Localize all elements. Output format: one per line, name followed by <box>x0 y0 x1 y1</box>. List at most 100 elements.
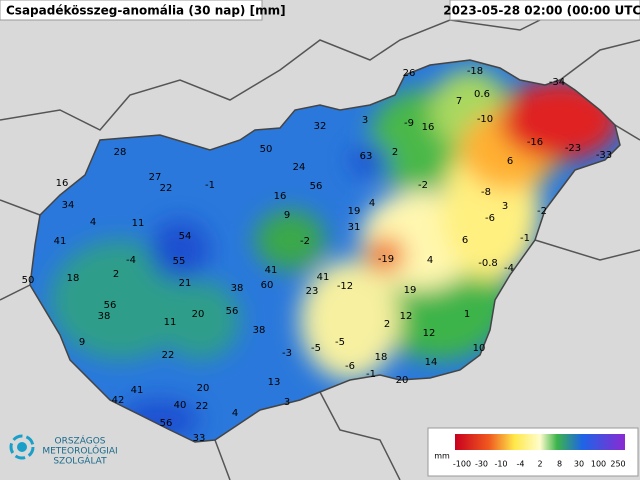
station-value: 50 <box>260 144 273 155</box>
legend-labels: -100 -30 -10 -4 2 8 30 100 250 <box>453 460 626 469</box>
legend-label: 250 <box>610 460 625 469</box>
station-value: 16 <box>56 178 69 189</box>
station-value: 28 <box>114 147 127 158</box>
station-value: 9 <box>79 337 85 348</box>
station-value: 2 <box>384 319 390 330</box>
station-value: -5 <box>311 343 321 354</box>
legend-label: 8 <box>557 460 562 469</box>
station-value: -4 <box>504 263 514 274</box>
station-value: 32 <box>314 121 327 132</box>
station-value: -19 <box>378 254 394 265</box>
station-value: 16 <box>274 191 287 202</box>
datetime: 2023-05-28 02:00 (00:00 UTC) <box>443 4 640 18</box>
station-value: 23 <box>306 286 319 297</box>
station-value: -2 <box>537 206 547 217</box>
station-value: 56 <box>104 300 117 311</box>
station-value: 42 <box>112 395 125 406</box>
station-value: -6 <box>345 361 355 372</box>
legend-label: -100 <box>453 460 471 469</box>
station-value: 55 <box>173 256 186 267</box>
station-value: 38 <box>253 325 266 336</box>
station-value: -1 <box>205 180 215 191</box>
station-value: 54 <box>179 231 192 242</box>
station-value: 56 <box>226 306 239 317</box>
station-value: 11 <box>132 218 145 229</box>
logo-line: ORSZÁGOS <box>55 435 106 447</box>
station-value: 12 <box>400 311 413 322</box>
station-value: 41 <box>54 236 67 247</box>
station-value: 20 <box>197 383 210 394</box>
station-value: -5 <box>335 337 345 348</box>
station-value: 38 <box>231 283 244 294</box>
station-value: 22 <box>160 183 173 194</box>
title-box <box>0 0 263 21</box>
legend-label: -30 <box>475 460 488 469</box>
station-value: 3 <box>284 397 290 408</box>
station-value: 0.6 <box>474 89 490 100</box>
legend-label: 100 <box>591 460 606 469</box>
station-value: 4 <box>369 198 375 209</box>
station-value: 40 <box>174 400 187 411</box>
station-value: 27 <box>149 172 162 183</box>
station-value: 24 <box>293 162 306 173</box>
station-value: 19 <box>348 206 361 217</box>
station-value: 3 <box>362 115 368 126</box>
station-value: 18 <box>67 273 80 284</box>
legend-label: -10 <box>494 460 507 469</box>
station-value: 3 <box>502 201 508 212</box>
station-value: 22 <box>162 350 175 361</box>
station-value: 6 <box>462 235 468 246</box>
station-value: 9 <box>284 210 290 221</box>
station-value: 19 <box>404 285 417 296</box>
station-value: 41 <box>265 265 278 276</box>
station-value: 4 <box>90 217 96 228</box>
station-value: 12 <box>423 328 436 339</box>
legend-label: 2 <box>537 460 542 469</box>
station-value: 41 <box>317 272 330 283</box>
station-value: 2 <box>113 269 119 280</box>
station-value: -2 <box>300 236 310 247</box>
station-value: 4 <box>232 408 238 419</box>
legend-label: -4 <box>517 460 525 469</box>
station-value: -1 <box>520 233 530 244</box>
station-value: 13 <box>268 377 281 388</box>
station-value: -6 <box>485 213 495 224</box>
logo-line: SZOLGÁLAT <box>53 455 107 467</box>
station-value: 20 <box>192 309 205 320</box>
station-value: -33 <box>596 150 612 161</box>
station-value: 60 <box>261 280 274 291</box>
station-value: 31 <box>348 222 361 233</box>
station-value: 1 <box>464 309 470 320</box>
station-value: -10 <box>477 114 493 125</box>
station-value: 33 <box>193 433 206 444</box>
station-value: -8 <box>481 187 491 198</box>
station-value: 56 <box>160 418 173 429</box>
station-value: 18 <box>375 352 388 363</box>
title: Csapadékösszeg-anomália (30 nap) [mm] <box>6 4 286 18</box>
station-value: 11 <box>164 317 177 328</box>
station-value: -3 <box>282 348 292 359</box>
station-value: -0.8 <box>478 258 498 269</box>
station-value: -16 <box>527 137 543 148</box>
station-value: 38 <box>98 311 111 322</box>
station-value: -2 <box>418 180 428 191</box>
datetime-box <box>449 0 640 21</box>
station-value: -9 <box>404 118 414 129</box>
station-value: 34 <box>62 200 75 211</box>
station-value: -18 <box>467 66 483 77</box>
station-value: 41 <box>131 385 144 396</box>
station-value: 26 <box>403 68 416 79</box>
station-value: 7 <box>456 96 462 107</box>
station-value: 14 <box>425 357 438 368</box>
station-value: 21 <box>179 278 192 289</box>
station-value: 56 <box>310 181 323 192</box>
station-value: 20 <box>396 375 409 386</box>
station-value: 50 <box>22 275 35 286</box>
station-value: -12 <box>337 281 353 292</box>
station-value: 63 <box>360 151 373 162</box>
station-value: -34 <box>549 77 565 88</box>
station-value: -23 <box>565 143 581 154</box>
legend-label: 30 <box>574 460 584 469</box>
